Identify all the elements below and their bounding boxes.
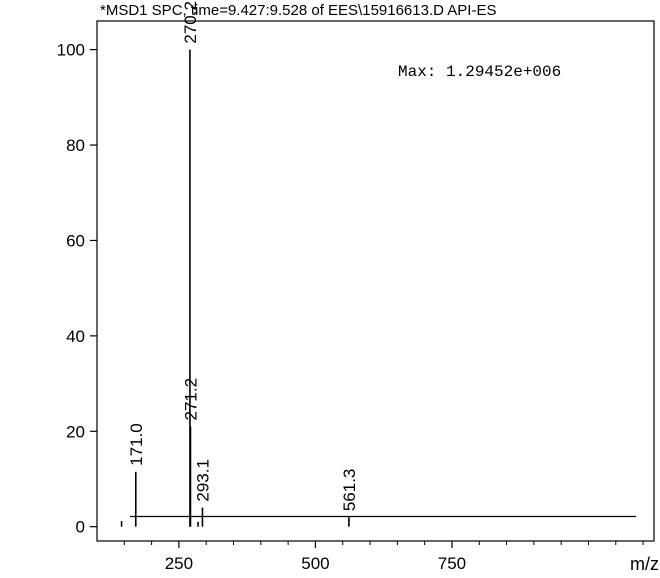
y-tick-label: 20 (66, 422, 85, 441)
peak-label: 293.1 (193, 459, 212, 502)
y-tick-label: 100 (57, 41, 85, 60)
y-tick-label: 60 (66, 231, 85, 250)
chart-title: *MSD1 SPC, time=9.427:9.528 of EES\15916… (100, 2, 496, 19)
peak-label: 270.2 (181, 1, 200, 44)
max-annotation: Max: 1.29452e+006 (398, 63, 561, 81)
peak-label: 171.0 (127, 423, 146, 466)
x-tick-label: 250 (165, 554, 193, 573)
y-tick-label: 40 (66, 327, 85, 346)
x-axis: 250 500 750 (123, 541, 644, 573)
x-tick-label: 750 (438, 554, 466, 573)
x-axis-label: m/z (630, 554, 659, 574)
y-axis: 0 20 40 60 80 100 (57, 41, 97, 537)
x-tick-label: 500 (301, 554, 329, 573)
plot-frame (96, 20, 655, 542)
y-tick-label: 0 (76, 518, 85, 537)
peak-label: 561.3 (340, 469, 359, 512)
y-tick-label: 80 (66, 136, 85, 155)
peaks-group: 171.0 270.2 271.2 293.1 561.3 (120, 1, 359, 527)
peak-label: 271.2 (181, 378, 200, 421)
